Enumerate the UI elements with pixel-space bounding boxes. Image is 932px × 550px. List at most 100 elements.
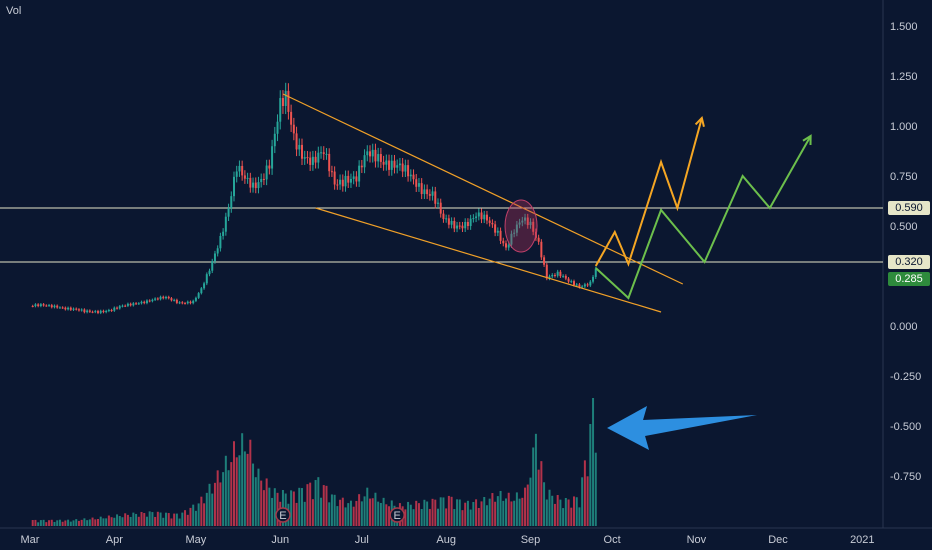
candle-body xyxy=(192,300,195,304)
candle-body xyxy=(485,214,488,221)
volume-bar xyxy=(290,490,293,526)
volume-bar xyxy=(347,503,350,526)
candle-body xyxy=(417,183,420,187)
volume-bar xyxy=(526,484,529,526)
volume-bar xyxy=(113,517,116,526)
volume-bar xyxy=(276,492,279,526)
volume-bar xyxy=(216,470,219,526)
volume-bar xyxy=(499,490,502,526)
candle-body xyxy=(107,310,110,312)
x-tick-label: May xyxy=(186,534,207,546)
volume-bar xyxy=(325,485,328,526)
volume-bar xyxy=(53,521,56,526)
volume-bar xyxy=(488,498,491,526)
candle-body xyxy=(208,270,211,275)
candle-body xyxy=(295,133,298,150)
candle-body xyxy=(94,311,97,313)
volume-bar xyxy=(431,498,434,526)
candle-body xyxy=(61,307,64,309)
volume-bar xyxy=(379,502,382,526)
volume-bar xyxy=(537,469,540,526)
volume-bar xyxy=(562,508,565,526)
candle-body xyxy=(349,178,352,183)
volume-bar xyxy=(235,457,238,526)
candle-body xyxy=(97,311,99,313)
volume-bar xyxy=(48,520,51,526)
candle-body xyxy=(393,160,396,168)
candle-body xyxy=(194,297,197,301)
candle-body xyxy=(39,304,42,307)
volume-bar xyxy=(260,480,263,526)
volume-arrow xyxy=(607,406,758,450)
volume-bar xyxy=(80,519,83,526)
candle-body xyxy=(213,253,216,262)
earnings-marker[interactable]: E xyxy=(389,507,405,523)
volume-bar xyxy=(581,477,584,526)
volume-bar xyxy=(246,453,249,526)
volume-bar xyxy=(507,492,510,526)
volume-bar xyxy=(423,499,426,526)
volume-bar xyxy=(197,503,200,526)
x-tick-label: Apr xyxy=(106,534,123,546)
volume-bar xyxy=(56,520,59,526)
wedge-upper-line xyxy=(282,93,684,285)
volume-bar xyxy=(333,494,336,526)
x-tick-label: Aug xyxy=(436,534,456,546)
candle-body xyxy=(494,224,497,233)
volume-bar xyxy=(311,499,314,526)
candle-body xyxy=(477,212,480,217)
earnings-marker[interactable]: E xyxy=(275,507,291,523)
volume-bar xyxy=(548,489,551,526)
volume-bar xyxy=(385,504,388,526)
volume-bar xyxy=(494,501,497,526)
volume-bar xyxy=(241,433,244,526)
candle-body xyxy=(521,220,524,223)
candle-body xyxy=(298,144,301,150)
volume-bar xyxy=(102,518,105,526)
candle-body xyxy=(156,298,159,300)
volume-bar xyxy=(145,516,148,526)
candle-body xyxy=(197,293,200,298)
candle-body xyxy=(48,305,51,307)
candle-body xyxy=(567,278,570,282)
candle-body xyxy=(216,248,219,254)
candle-body xyxy=(53,305,56,308)
candle-body xyxy=(121,305,124,307)
volume-bar xyxy=(67,519,70,526)
candle-body xyxy=(401,163,404,172)
earnings-circle xyxy=(389,507,405,523)
candle-body xyxy=(434,191,437,204)
volume-bar xyxy=(298,487,301,526)
candle-body xyxy=(271,146,274,169)
volume-bar xyxy=(314,480,317,526)
candle-body xyxy=(205,274,208,284)
candle-body xyxy=(570,281,573,283)
candle-body xyxy=(219,235,222,249)
volume-bar xyxy=(434,499,437,526)
volume-bar xyxy=(529,477,532,526)
candle-body xyxy=(385,160,388,165)
volume-bar xyxy=(181,512,184,526)
volume-bar xyxy=(369,498,371,526)
candle-body xyxy=(396,165,399,168)
candle-body xyxy=(162,296,165,299)
candle-body xyxy=(382,161,385,165)
volume-bar xyxy=(586,476,589,526)
candle-body xyxy=(366,151,369,156)
volume-bar xyxy=(110,517,113,526)
candle-body xyxy=(301,144,303,159)
volume-bar xyxy=(545,499,548,526)
volume-bar xyxy=(426,501,429,526)
candle-body xyxy=(265,165,268,180)
candle-body xyxy=(126,303,129,306)
candle-body xyxy=(545,264,548,279)
candles xyxy=(31,82,597,315)
candle-body xyxy=(45,305,48,307)
candle-body xyxy=(573,281,575,286)
candle-body xyxy=(262,178,265,180)
volume-bar xyxy=(140,511,143,526)
candle-body xyxy=(306,157,309,159)
volume-bar xyxy=(556,495,559,526)
